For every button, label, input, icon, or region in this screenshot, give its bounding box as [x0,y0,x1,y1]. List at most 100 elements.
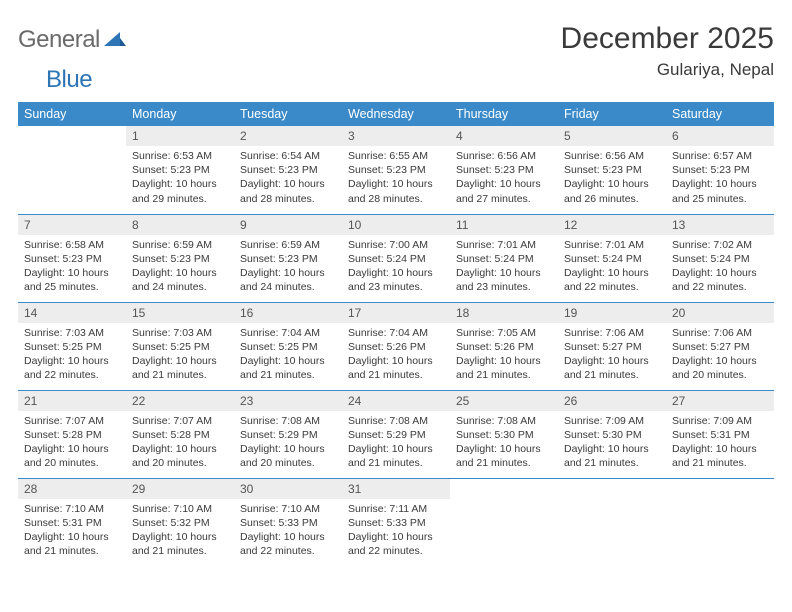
sunset-text: Sunset: 5:30 PM [456,428,552,442]
day-number [450,479,558,485]
daylight-text: Daylight: 10 hours and 21 minutes. [348,442,444,470]
sunrise-text: Sunrise: 7:04 AM [240,326,336,340]
sunrise-text: Sunrise: 7:03 AM [132,326,228,340]
calendar-cell: 21Sunrise: 7:07 AMSunset: 5:28 PMDayligh… [18,390,126,478]
day-details: Sunrise: 7:08 AMSunset: 5:29 PMDaylight:… [342,411,450,475]
day-details: Sunrise: 7:07 AMSunset: 5:28 PMDaylight:… [18,411,126,475]
sunrise-text: Sunrise: 7:03 AM [24,326,120,340]
sunrise-text: Sunrise: 7:06 AM [564,326,660,340]
day-number: 22 [126,391,234,411]
sunset-text: Sunset: 5:25 PM [24,340,120,354]
day-number: 21 [18,391,126,411]
daylight-text: Daylight: 10 hours and 22 minutes. [24,354,120,382]
daylight-text: Daylight: 10 hours and 23 minutes. [456,266,552,294]
calendar-cell: 6 Sunrise: 6:57 AMSunset: 5:23 PMDaylight… [666,126,774,214]
day-details: Sunrise: 7:11 AMSunset: 5:33 PMDaylight:… [342,499,450,563]
day-number: 26 [558,391,666,411]
sunset-text: Sunset: 5:23 PM [24,252,120,266]
day-number: 23 [234,391,342,411]
sunset-text: Sunset: 5:23 PM [672,163,768,177]
calendar-cell: 18Sunrise: 7:05 AMSunset: 5:26 PMDayligh… [450,302,558,390]
day-details: Sunrise: 6:59 AMSunset: 5:23 PMDaylight:… [234,235,342,299]
weekday-header: Saturday [666,102,774,126]
daylight-text: Daylight: 10 hours and 24 minutes. [240,266,336,294]
day-details: Sunrise: 7:09 AMSunset: 5:31 PMDaylight:… [666,411,774,475]
sunset-text: Sunset: 5:24 PM [456,252,552,266]
calendar-cell: 15Sunrise: 7:03 AMSunset: 5:25 PMDayligh… [126,302,234,390]
calendar-row: 7Sunrise: 6:58 AMSunset: 5:23 PMDaylight… [18,214,774,302]
day-number: 11 [450,215,558,235]
day-number: 1 [126,126,234,146]
daylight-text: Daylight: 10 hours and 21 minutes. [456,354,552,382]
sunset-text: Sunset: 5:23 PM [348,163,444,177]
calendar-cell: 9Sunrise: 6:59 AMSunset: 5:23 PMDaylight… [234,214,342,302]
daylight-text: Daylight: 10 hours and 25 minutes. [24,266,120,294]
daylight-text: Daylight: 10 hours and 21 minutes. [240,354,336,382]
day-details: Sunrise: 6:53 AMSunset: 5:23 PMDaylight:… [126,146,234,210]
calendar-cell: 2Sunrise: 6:54 AMSunset: 5:23 PMDaylight… [234,126,342,214]
calendar-cell: 7Sunrise: 6:58 AMSunset: 5:23 PMDaylight… [18,214,126,302]
daylight-text: Daylight: 10 hours and 24 minutes. [132,266,228,294]
day-number: 30 [234,479,342,499]
day-details: Sunrise: 7:00 AMSunset: 5:24 PMDaylight:… [342,235,450,299]
calendar-row: 28Sunrise: 7:10 AMSunset: 5:31 PMDayligh… [18,478,774,566]
sunset-text: Sunset: 5:23 PM [564,163,660,177]
sunset-text: Sunset: 5:33 PM [348,516,444,530]
day-details: Sunrise: 7:10 AMSunset: 5:33 PMDaylight:… [234,499,342,563]
sunrise-text: Sunrise: 6:57 AM [672,149,768,163]
day-number: 10 [342,215,450,235]
day-number: 16 [234,303,342,323]
sunset-text: Sunset: 5:24 PM [564,252,660,266]
day-number: 7 [18,215,126,235]
sunset-text: Sunset: 5:31 PM [672,428,768,442]
calendar-cell: 8Sunrise: 6:59 AMSunset: 5:23 PMDaylight… [126,214,234,302]
brand-part2: Blue [46,66,92,93]
sunset-text: Sunset: 5:27 PM [564,340,660,354]
sunset-text: Sunset: 5:23 PM [132,252,228,266]
calendar-cell: 30Sunrise: 7:10 AMSunset: 5:33 PMDayligh… [234,478,342,566]
day-number [18,126,126,132]
calendar-cell: 28Sunrise: 7:10 AMSunset: 5:31 PMDayligh… [18,478,126,566]
day-details: Sunrise: 7:10 AMSunset: 5:31 PMDaylight:… [18,499,126,563]
daylight-text: Daylight: 10 hours and 21 minutes. [672,442,768,470]
day-number: 25 [450,391,558,411]
calendar-table: Sunday Monday Tuesday Wednesday Thursday… [18,102,774,566]
sunrise-text: Sunrise: 7:08 AM [348,414,444,428]
sunset-text: Sunset: 5:25 PM [132,340,228,354]
sunrise-text: Sunrise: 6:56 AM [564,149,660,163]
calendar-cell: 3Sunrise: 6:55 AMSunset: 5:23 PMDaylight… [342,126,450,214]
daylight-text: Daylight: 10 hours and 21 minutes. [132,530,228,558]
daylight-text: Daylight: 10 hours and 27 minutes. [456,177,552,205]
sunrise-text: Sunrise: 7:08 AM [240,414,336,428]
sunset-text: Sunset: 5:28 PM [132,428,228,442]
sunrise-text: Sunrise: 7:02 AM [672,238,768,252]
weekday-header: Friday [558,102,666,126]
sunrise-text: Sunrise: 7:10 AM [240,502,336,516]
daylight-text: Daylight: 10 hours and 22 minutes. [564,266,660,294]
day-details: Sunrise: 7:08 AMSunset: 5:29 PMDaylight:… [234,411,342,475]
day-number: 24 [342,391,450,411]
day-number: 31 [342,479,450,499]
calendar-cell [18,126,126,214]
sunrise-text: Sunrise: 7:06 AM [672,326,768,340]
day-number: 6 [666,126,774,146]
sunrise-text: Sunrise: 6:59 AM [132,238,228,252]
sunset-text: Sunset: 5:28 PM [24,428,120,442]
calendar-cell: 31Sunrise: 7:11 AMSunset: 5:33 PMDayligh… [342,478,450,566]
day-details: Sunrise: 7:04 AMSunset: 5:25 PMDaylight:… [234,323,342,387]
calendar-row: 1Sunrise: 6:53 AMSunset: 5:23 PMDaylight… [18,126,774,214]
day-details: Sunrise: 7:02 AMSunset: 5:24 PMDaylight:… [666,235,774,299]
day-details: Sunrise: 7:03 AMSunset: 5:25 PMDaylight:… [18,323,126,387]
daylight-text: Daylight: 10 hours and 25 minutes. [672,177,768,205]
weekday-header: Thursday [450,102,558,126]
sunrise-text: Sunrise: 7:01 AM [564,238,660,252]
sunrise-text: Sunrise: 7:10 AM [132,502,228,516]
sunset-text: Sunset: 5:23 PM [132,163,228,177]
calendar-head: Sunday Monday Tuesday Wednesday Thursday… [18,102,774,126]
daylight-text: Daylight: 10 hours and 21 minutes. [564,354,660,382]
sunrise-text: Sunrise: 6:55 AM [348,149,444,163]
sunset-text: Sunset: 5:27 PM [672,340,768,354]
day-details: Sunrise: 7:03 AMSunset: 5:25 PMDaylight:… [126,323,234,387]
sunrise-text: Sunrise: 7:07 AM [132,414,228,428]
weekday-header: Tuesday [234,102,342,126]
